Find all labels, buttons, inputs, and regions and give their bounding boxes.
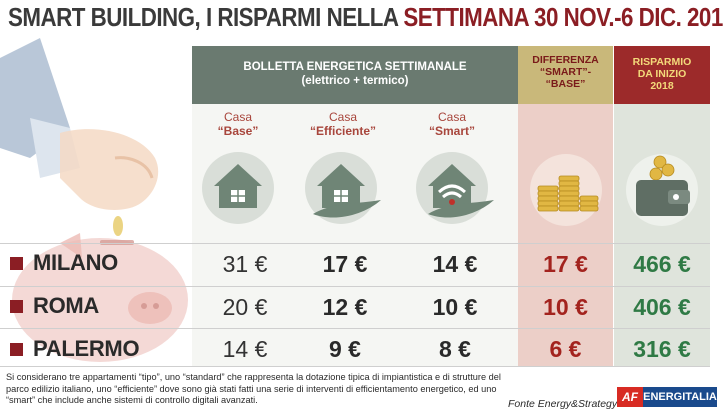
- cell-smart: 8 €: [439, 336, 471, 362]
- house-leaf-icon: [305, 152, 381, 224]
- house-label-base-type: “Base”: [217, 124, 259, 138]
- house-label-base-casa: Casa: [223, 110, 252, 124]
- bolletta-header-line1: BOLLETTA ENERGETICA SETTIMANALE: [243, 61, 467, 73]
- house-wifi-icon: [416, 152, 494, 224]
- cell-base: 14 €: [222, 336, 268, 362]
- city-label-milano: MILANO: [10, 244, 118, 282]
- differenza-header-line3: “BASE”: [545, 78, 586, 90]
- cell-risparmio: 466 €: [633, 251, 691, 277]
- title-part-1: SMART BUILDING, I RISPARMI NELLA: [8, 2, 404, 32]
- row-separator: [0, 328, 710, 329]
- cell-differenza: 6 €: [549, 336, 582, 362]
- coins-stack-icon: [530, 154, 602, 226]
- city-name: MILANO: [33, 250, 118, 275]
- city-name: ROMA: [33, 293, 100, 318]
- cell-efficiente: 17 €: [322, 251, 368, 277]
- house-icon: [202, 152, 274, 224]
- house-label-smart-type: “Smart”: [428, 124, 475, 138]
- logo-mark: AF: [617, 387, 643, 407]
- energitalia-logo: AF ENERGITALIA: [617, 386, 717, 408]
- house-label-smart-casa: Casa: [437, 110, 466, 124]
- cell-smart: 10 €: [432, 294, 478, 320]
- cell-smart: 14 €: [432, 251, 478, 277]
- city-name: PALERMO: [33, 336, 140, 361]
- cell-base: 31 €: [222, 251, 268, 277]
- page-title: SMART BUILDING, I RISPARMI NELLA SETTIMA…: [8, 2, 723, 36]
- cell-risparmio: 316 €: [633, 336, 691, 362]
- cell-differenza: 17 €: [543, 251, 588, 277]
- logo-name: ENERGITALIA: [643, 387, 717, 407]
- title-part-2: SETTIMANA 30 NOV.-6 DIC. 2018: [403, 2, 723, 32]
- house-label-efficiente-casa: Casa: [328, 110, 357, 124]
- cell-risparmio: 406 €: [633, 294, 691, 320]
- cell-efficiente: 9 €: [329, 336, 361, 362]
- city-marker: [10, 342, 23, 356]
- house-label-efficiente: Casa “Efficiente”: [298, 110, 388, 138]
- bolletta-column-bg: [192, 104, 518, 366]
- differenza-header-line1: DIFFERENZA: [532, 54, 599, 66]
- piggy-bank-hand-illustration: [0, 38, 188, 362]
- footnote: Si considerano tre appartamenti “tipo”, …: [6, 372, 501, 405]
- differenza-header-line2: “SMART”-: [539, 66, 592, 78]
- wallet-coins-icon: [626, 154, 698, 226]
- cell-efficiente: 12 €: [322, 294, 368, 320]
- bolletta-header: BOLLETTA ENERGETICA SETTIMANALE (elettri…: [192, 46, 518, 104]
- house-label-efficiente-type: “Efficiente”: [309, 124, 376, 138]
- bolletta-header-line2: (elettrico + termico): [301, 75, 409, 87]
- risparmio-header-line3: 2018: [650, 80, 674, 92]
- differenza-header: DIFFERENZA “SMART”- “BASE”: [518, 46, 613, 104]
- city-marker: [10, 299, 23, 313]
- cell-base: 20 €: [222, 294, 268, 320]
- house-label-base: Casa “Base”: [198, 110, 278, 138]
- city-label-roma: ROMA: [10, 287, 99, 325]
- city-marker: [10, 256, 23, 270]
- house-label-smart: Casa “Smart”: [412, 110, 492, 138]
- cell-differenza: 10 €: [543, 294, 588, 320]
- risparmio-header-line2: DA INIZIO: [637, 68, 687, 80]
- risparmio-header-line1: RISPARMIO: [632, 56, 692, 68]
- row-separator: [0, 243, 710, 244]
- row-separator: [0, 366, 710, 367]
- city-label-palermo: PALERMO: [10, 330, 140, 368]
- source-credit: Fonte Energy&Strategy: [508, 398, 618, 410]
- risparmio-header: RISPARMIO DA INIZIO 2018: [614, 46, 710, 104]
- row-separator: [0, 286, 710, 287]
